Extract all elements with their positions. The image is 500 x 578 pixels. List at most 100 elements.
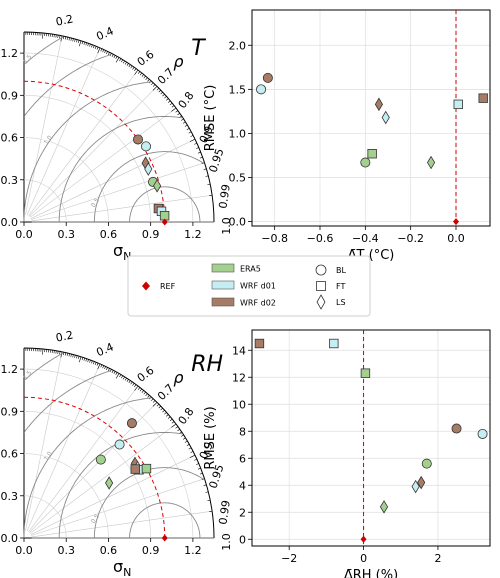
legend-height-label: LS: [336, 298, 346, 307]
rho-tick: [189, 454, 196, 458]
data-point: [427, 155, 436, 170]
rmse-arc-label: 1.0: [43, 450, 54, 462]
rho-tick: [121, 375, 124, 379]
rho-tick: [76, 355, 78, 359]
rho-tick: [60, 35, 63, 42]
data-point: [105, 476, 114, 490]
legend-height-marker: [315, 264, 327, 276]
rho-tick: [134, 68, 137, 72]
correlation-ray: [25, 35, 63, 215]
rho-tick: [203, 168, 207, 170]
rmse-arc-label: 0.5: [90, 513, 101, 525]
correlation-ray: [31, 194, 213, 222]
plot-frame: [251, 329, 491, 547]
rho-tick: [184, 440, 188, 443]
rho-tick: [177, 113, 180, 116]
y-tick-label: 1.2: [1, 47, 19, 60]
rmse-arc-label: 1.5: [22, 369, 33, 381]
rho-label: ρ: [173, 52, 183, 71]
correlation-ray: [26, 363, 101, 532]
rho-tick-label: 0.99: [216, 183, 232, 209]
y-tick-label: 10: [232, 398, 246, 411]
legend-product-label: WRF d02: [240, 299, 276, 308]
rho-tick: [85, 358, 87, 362]
data-point: [153, 179, 162, 193]
x-tick-label: 0.9: [142, 228, 160, 241]
x-tick-label: 0.6: [100, 544, 118, 557]
data-point: [421, 458, 432, 469]
data-point: [130, 464, 140, 474]
rho-tick: [152, 400, 156, 403]
data-point: [360, 368, 371, 378]
rho-tick: [160, 407, 163, 411]
rho-tick-label: 0.8: [176, 89, 197, 111]
y-tick-label: 1.2: [1, 363, 19, 376]
rho-tick: [188, 131, 192, 134]
rho-tick-label: 0.2: [55, 328, 75, 344]
rmse-arc: [129, 502, 201, 538]
rho-tick: [139, 388, 143, 392]
rmse-arc: [93, 467, 205, 538]
rho-tick: [134, 385, 139, 391]
rho-tick: [137, 71, 141, 74]
rho-tick-label: 0.4: [94, 24, 115, 43]
x-tick-label: 0.0: [15, 544, 33, 557]
y-axis-label: RMSE (%): [203, 406, 218, 469]
rho-tick: [64, 36, 67, 40]
rho-tick-label: 0.6: [135, 364, 157, 385]
reference-point: [453, 218, 459, 226]
data-point: [95, 454, 106, 465]
rmse-arc: [93, 151, 205, 222]
legend-height-marker: [316, 281, 326, 291]
rmse-arc: [23, 370, 111, 433]
rho-tick: [66, 353, 68, 356]
rho-tick: [164, 412, 167, 415]
bias-rmse-scatter-humidity: −2 0 2 0 2 4 6 8 10 12 14 Δ̄RH (%) RMSE (%): [203, 329, 491, 578]
rho-tick: [115, 57, 120, 63]
rho-tick: [115, 373, 120, 379]
data-point: [451, 423, 462, 434]
sigma-grid-arc: [23, 411, 151, 539]
rho-tick: [74, 38, 76, 42]
rho-tick: [107, 368, 110, 372]
rho-tick: [167, 416, 171, 419]
rho-tick: [100, 48, 103, 52]
rho-tick: [121, 59, 124, 63]
rho-tick: [124, 377, 127, 381]
plot-frame: [251, 9, 491, 227]
rho-tick: [57, 351, 59, 354]
rho-tick: [207, 499, 211, 502]
y-tick-label: 6: [239, 452, 246, 465]
rho-tick: [162, 93, 165, 97]
x-tick-label: 1.2: [184, 228, 202, 241]
rho-tick: [94, 46, 97, 50]
rho-tick: [122, 60, 125, 64]
rho-tick: [147, 395, 150, 398]
y-tick-label: 0.0: [229, 216, 247, 229]
rho-tick: [60, 351, 63, 358]
y-tick-label: 12: [232, 371, 246, 384]
legend-height-label: BL: [336, 266, 346, 275]
sigma-subscript: N: [123, 566, 131, 578]
rho-tick: [167, 100, 171, 103]
rho-tick: [77, 40, 80, 43]
rho-tick: [205, 491, 209, 493]
rho-tick: [190, 135, 194, 137]
x-tick-label: 0.0: [447, 232, 465, 245]
rmse-arc: [58, 115, 183, 222]
rho-tick-label: 0.8: [176, 405, 197, 427]
rho-tick: [124, 61, 127, 65]
rho-tick: [143, 75, 146, 79]
rho-tick: [89, 43, 91, 47]
rho-tick: [205, 175, 209, 177]
rho-tick: [169, 418, 173, 422]
x-axis-label: Δ̄RH (%): [344, 568, 398, 578]
rho-tick: [166, 414, 169, 417]
rho-tick: [104, 366, 106, 370]
y-axis-label: RMSE (°C): [203, 85, 218, 152]
legend-product-swatch: [211, 280, 235, 290]
rho-tick: [171, 421, 175, 424]
data-point: [262, 72, 273, 83]
rho-tick: [107, 52, 110, 56]
rho-tick: [143, 391, 146, 395]
